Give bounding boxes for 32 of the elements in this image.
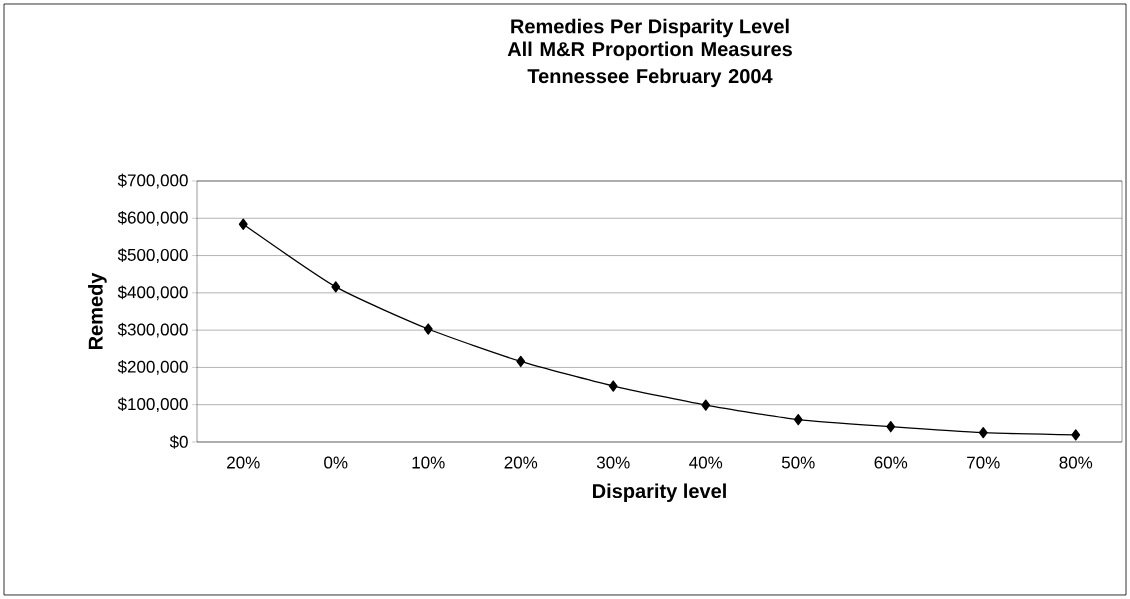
x-tick-label: 30% [596, 456, 630, 469]
y-tick-label: $700,000 [117, 173, 188, 189]
x-tick-label: 20% [227, 456, 260, 469]
x-tick-label: 40% [689, 456, 723, 469]
x-tick-label: 0% [324, 456, 348, 469]
point [793, 413, 803, 426]
x-axis-title: Disparity level [593, 483, 726, 503]
y-tick-label: $600,000 [117, 210, 188, 226]
x-tick-label: 10% [412, 456, 445, 469]
y-tick-label: $400,000 [117, 285, 188, 301]
y-axis-title: Remedy [88, 272, 107, 350]
y-tick-label: $500,000 [117, 248, 188, 263]
point [608, 380, 618, 392]
point [238, 218, 248, 230]
chart-subtitle: All M&R Proportion Measures Tennessee February 2004 [507, 41, 792, 88]
chart-title: Remedies Per Disparity Level [511, 18, 789, 38]
x-tick-label: 60% [874, 456, 908, 469]
y-tick-label: $0 [169, 435, 188, 449]
x-tick-label: 50% [781, 456, 815, 469]
y-tick-label: $300,000 [117, 322, 188, 338]
x-tick-label: 20% [504, 456, 538, 469]
point [1071, 429, 1081, 441]
point [701, 399, 711, 411]
y-tick-label: $200,000 [117, 360, 188, 375]
point [423, 323, 433, 335]
point [886, 421, 896, 433]
point [516, 355, 526, 368]
point [978, 427, 988, 439]
point [331, 281, 341, 293]
y-tick-label: $100,000 [117, 397, 188, 413]
x-tick-label: 70% [967, 456, 1000, 469]
x-tick-label: 80% [1059, 456, 1093, 469]
